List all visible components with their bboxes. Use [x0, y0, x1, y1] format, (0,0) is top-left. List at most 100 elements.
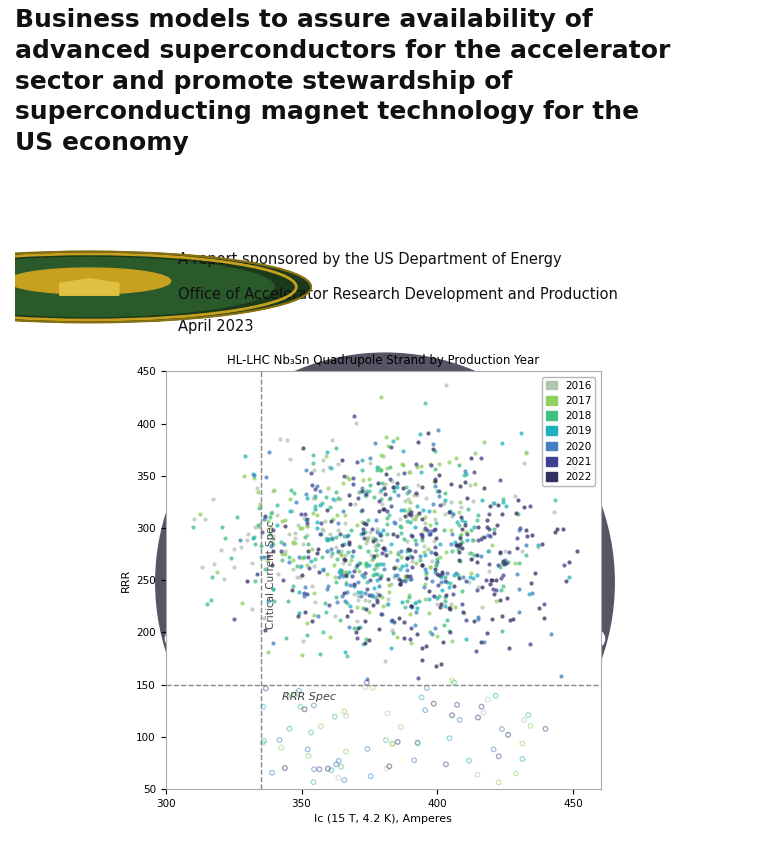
Point — [306, 542, 319, 555]
Point — [487, 496, 500, 510]
Point — [348, 409, 360, 423]
Point — [403, 495, 416, 509]
Point — [265, 522, 277, 535]
Point — [446, 544, 458, 558]
Point — [314, 647, 326, 661]
Point — [445, 477, 457, 490]
Point — [387, 480, 399, 494]
Point — [340, 576, 353, 589]
Point — [248, 530, 260, 544]
Point — [342, 528, 354, 541]
Point — [385, 641, 397, 655]
Point — [467, 571, 480, 585]
Point — [465, 546, 477, 560]
Point — [403, 588, 415, 602]
Point — [421, 426, 434, 440]
Point — [433, 457, 445, 471]
Point — [459, 475, 471, 489]
Point — [475, 700, 487, 713]
Point — [450, 451, 463, 464]
Point — [306, 456, 319, 469]
Point — [227, 612, 239, 625]
Point — [276, 547, 288, 560]
Point — [393, 572, 405, 586]
Point — [467, 533, 480, 547]
Point — [403, 608, 416, 621]
Point — [360, 559, 372, 572]
Point — [427, 442, 440, 456]
Point — [227, 543, 239, 556]
Point — [218, 572, 230, 586]
Point — [338, 587, 350, 600]
Point — [512, 494, 524, 507]
Point — [374, 463, 387, 477]
Point — [417, 538, 430, 552]
Point — [484, 529, 496, 543]
Point — [386, 474, 398, 488]
Point — [338, 773, 350, 787]
Point — [300, 616, 313, 630]
Point — [373, 588, 386, 602]
Point — [348, 587, 360, 601]
Point — [423, 527, 435, 540]
Point — [460, 468, 473, 481]
Point — [520, 538, 532, 552]
Point — [476, 600, 488, 614]
Point — [433, 468, 445, 481]
Point — [416, 559, 428, 572]
Point — [410, 457, 422, 471]
Point — [486, 612, 498, 625]
Point — [420, 523, 433, 537]
Point — [263, 445, 275, 458]
Point — [415, 459, 427, 473]
Text: A report sponsored by the US Department of Energy: A report sponsored by the US Department … — [178, 252, 561, 267]
Point — [517, 713, 530, 727]
Point — [305, 466, 317, 479]
Point — [409, 596, 421, 609]
Point — [298, 511, 310, 525]
Point — [437, 635, 449, 648]
Point — [263, 594, 275, 608]
Point — [359, 636, 371, 650]
Point — [377, 599, 389, 613]
Circle shape — [266, 463, 504, 702]
Point — [352, 491, 364, 505]
Point — [420, 396, 432, 409]
Point — [367, 598, 379, 612]
Bar — [365, 410, 381, 443]
Point — [395, 575, 407, 588]
Point — [357, 601, 370, 614]
Point — [494, 546, 506, 560]
Point — [406, 560, 418, 574]
Point — [360, 632, 372, 646]
Point — [355, 504, 367, 517]
Point — [348, 622, 360, 636]
Point — [523, 587, 535, 601]
Point — [254, 517, 266, 531]
Point — [350, 456, 363, 469]
Point — [457, 571, 469, 584]
Point — [359, 525, 371, 538]
Point — [354, 541, 367, 555]
Point — [320, 450, 332, 463]
Point — [524, 576, 537, 590]
Point — [350, 416, 362, 430]
Point — [379, 655, 391, 668]
Point — [301, 628, 313, 641]
Point — [410, 595, 423, 609]
Point — [360, 517, 372, 531]
Point — [376, 476, 388, 490]
Point — [429, 565, 441, 578]
Point — [258, 512, 270, 526]
Point — [457, 606, 469, 619]
Point — [416, 690, 428, 704]
Point — [324, 500, 336, 514]
Point — [368, 562, 380, 576]
Point — [482, 522, 494, 536]
Point — [405, 621, 417, 635]
Point — [454, 530, 467, 544]
Point — [316, 550, 328, 564]
Point — [349, 497, 361, 511]
Point — [502, 555, 514, 568]
Point — [481, 520, 494, 533]
